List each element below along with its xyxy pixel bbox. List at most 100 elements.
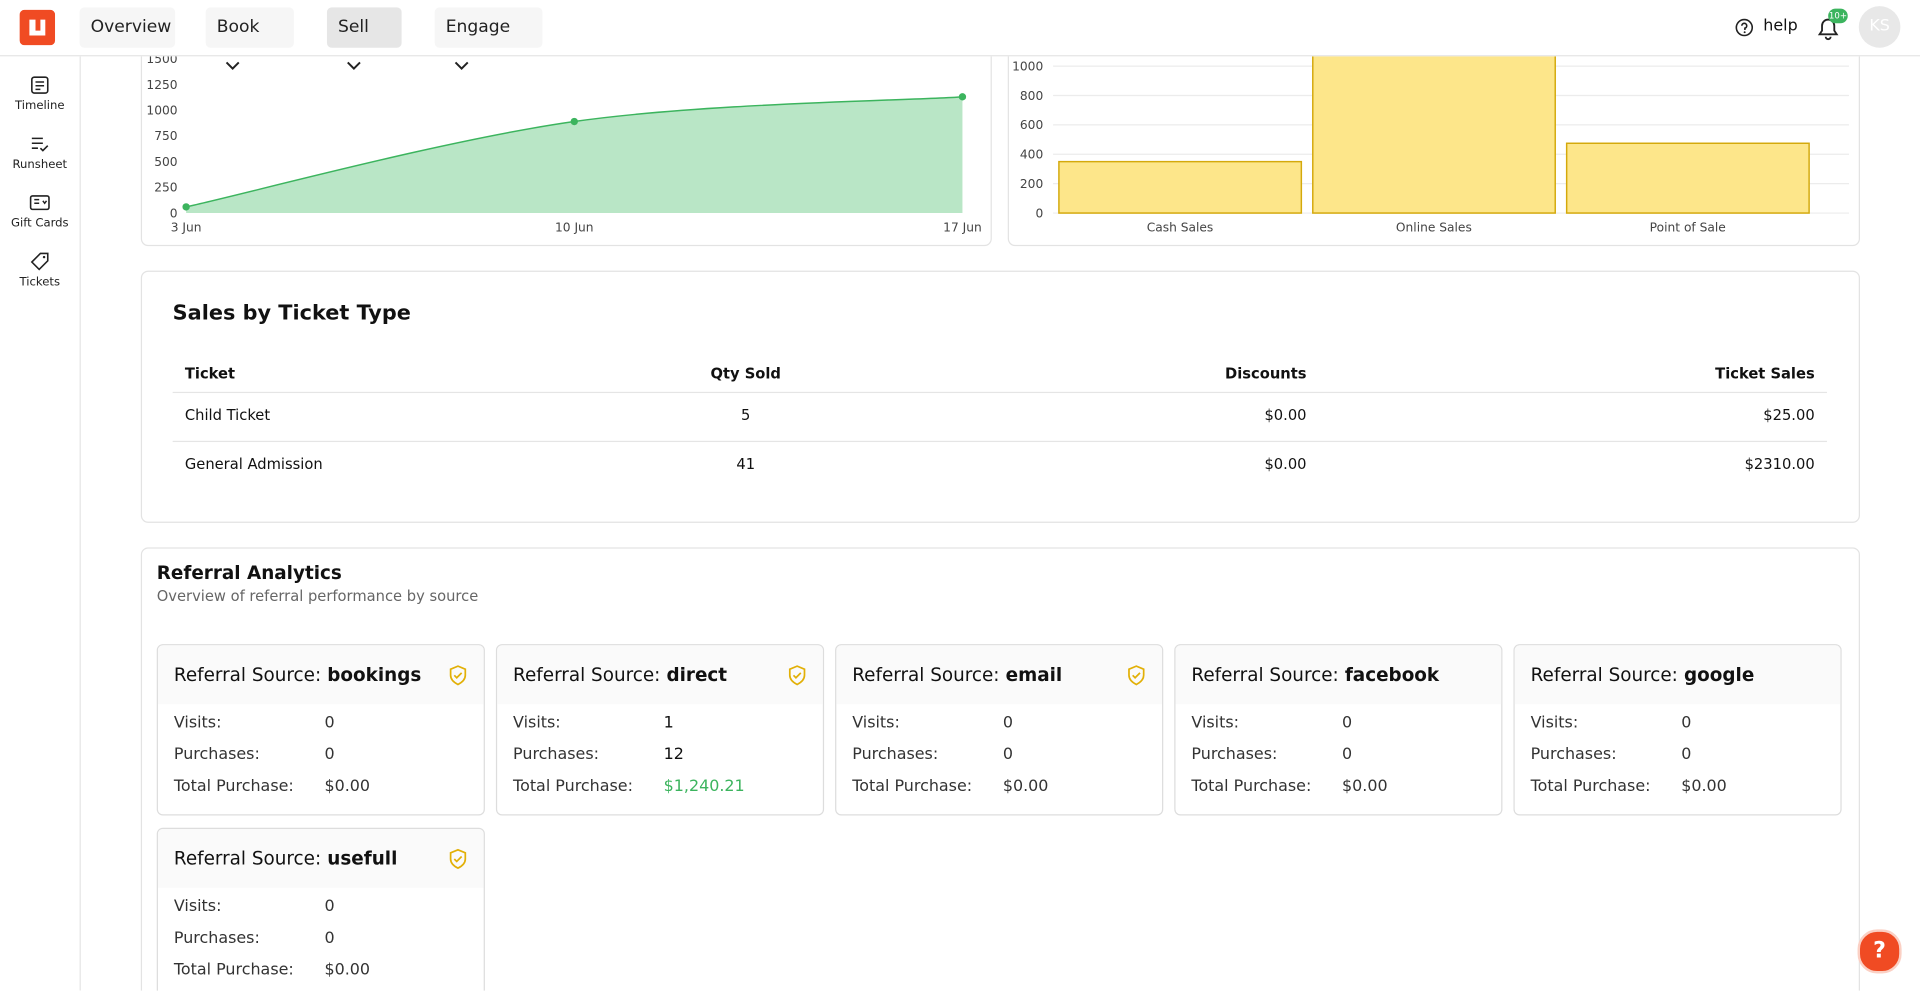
avatar[interactable]: KS [1858,6,1901,48]
giftcard-icon [29,195,50,211]
y-tick-label: 0 [170,206,178,220]
field-value: $0.00 [1681,777,1727,796]
ticket-card [140,270,1861,523]
field-value: $0.00 [324,961,371,980]
chevron [347,61,361,70]
shield [449,665,467,686]
area [186,96,963,214]
shield [1128,665,1145,686]
verified-icon [449,848,467,870]
nav-timeline[interactable]: Timeline [15,99,65,113]
y-tick-label: 600 [1020,118,1043,132]
point [570,117,578,126]
referral-card: Referral Source: bookings Visits: 0 Purchase… [156,644,485,816]
field-value: $0.00 [324,777,371,796]
source-name: facebook [1344,663,1440,686]
title-prefix: Referral Source: [173,847,322,870]
title-prefix: Referral Source: [513,663,661,686]
field-label: Total Purchase: [852,777,973,796]
top-bar: Overview Book Sell Engage help 10+ KS [0,0,1920,70]
x-tick-label: Online Sales [1396,220,1472,234]
help-link[interactable]: help [1763,17,1798,36]
card-title: Referral Source: google [1531,664,1755,686]
chevron [454,61,469,70]
nav-sell[interactable]: Sell [326,7,402,70]
field-label: Total Purchase: [1530,777,1651,796]
point [958,93,967,101]
card-header [157,645,484,705]
section-title: Referral Analytics [156,562,342,585]
field-value: $1,240.21 [663,777,745,796]
check [453,855,463,863]
cell: $0.00 [1264,406,1307,424]
field-label: Visits: [852,713,900,733]
nav-runsheet[interactable]: Runsheet [12,157,68,172]
logo[interactable] [19,9,56,46]
field-label: Total Purchase: [173,961,294,980]
x-tick-label: 3 Jun [171,220,202,234]
nav-tickets[interactable]: Tickets [19,275,61,289]
field-label: Total Purchase: [513,777,633,796]
field-label: Purchases: [1191,745,1278,765]
nav-label: Engage [445,17,511,37]
x-tick-label: 10 Jun [555,220,594,234]
field-value: $0.00 [1002,777,1049,796]
runsheet-icon [31,137,49,152]
y-tick-label: 1250 [146,78,177,92]
verified-icon [788,665,806,686]
help-icon[interactable] [1735,18,1754,37]
referral-card: Referral Source: direct Visits: 1 Purchases:… [495,644,825,816]
source-name: bookings [327,663,422,686]
referral-card: Referral Source: facebook Visits: 0 Purchase… [1174,644,1503,816]
nav-book[interactable]: Book [205,7,294,70]
nav-label: Book [216,17,260,37]
nav-engage[interactable]: Engage [434,7,543,70]
nav-overview[interactable]: Overview [79,7,176,48]
column-header: Discounts [1225,364,1307,383]
point [182,203,190,211]
field-label: Total Purchase: [1191,777,1312,796]
sidebar: Timeline Runsheet Gift Cards Tickets [0,55,81,991]
field-value: 0 [1342,745,1353,765]
field-value: 12 [663,745,684,765]
title-prefix: Referral Source: [852,663,1000,686]
check [792,672,802,679]
section-subtitle: Overview of referral performance by sour… [156,587,479,605]
help-button[interactable]: ? [1857,929,1902,974]
cell: Child Ticket [184,406,271,424]
x-tick-label: 17 Jun [943,220,982,234]
field-label: Visits: [1191,713,1240,733]
field-label: Visits: [173,713,222,733]
ticket-icon [30,252,49,271]
bar [1058,160,1303,214]
table-title: Sales by Ticket Type [172,301,411,326]
shield [449,848,467,870]
y-tick-label: 800 [1020,89,1043,103]
row-divider [172,440,1827,443]
card-header [1514,645,1841,705]
card-title: Referral Source: email [852,664,1062,686]
field-value: 0 [1002,745,1013,765]
nav-gift-cards[interactable]: Gift Cards [10,216,69,231]
verified-icon [449,665,467,686]
verified-icon [1128,665,1145,686]
field-label: Purchases: [1530,745,1617,765]
field-label: Purchases: [173,929,260,948]
field-value: 0 [1681,745,1692,765]
x-tick-label: Point of Sale [1650,220,1726,234]
cell: $25.00 [1763,406,1815,424]
card-title: Referral Source: facebook [1191,664,1439,686]
source-name: direct [666,663,728,686]
bar [1565,142,1810,214]
y-tick-label: 200 [1020,177,1043,191]
y-tick-label: 750 [154,129,177,143]
field-label: Purchases: [513,745,600,765]
field-label: Purchases: [173,745,260,765]
column-header: Ticket Sales [1715,364,1815,383]
source-name: google [1683,663,1755,686]
referral-card: Referral Source: usefull Visits: 0 Purchases… [156,827,485,991]
card-header [497,645,823,705]
card-title: Referral Source: direct [513,664,727,686]
column-header: Qty Sold [710,364,781,383]
referral-card: Referral Source: email Visits: 0 Purchases: 0… [835,644,1164,816]
